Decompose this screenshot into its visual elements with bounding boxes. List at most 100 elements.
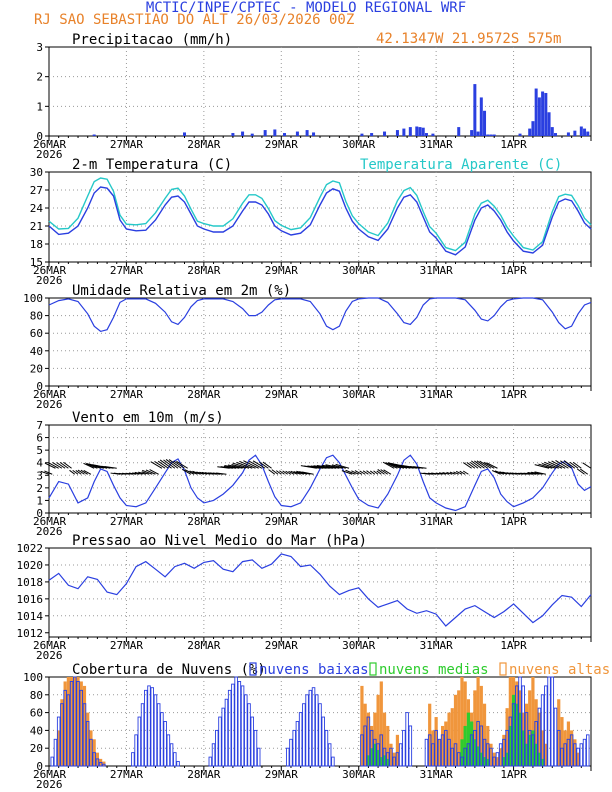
cloud-bar-low xyxy=(495,752,500,767)
x-tick-label: 26MAR xyxy=(33,264,66,277)
x-tick-label: 30MAR xyxy=(342,138,375,151)
x-tick-label: 31MAR xyxy=(420,768,453,781)
cloud-bar-high xyxy=(566,721,571,766)
wind-arrow xyxy=(290,470,298,475)
cloud-bar-low xyxy=(573,743,577,767)
pressure-line xyxy=(48,553,592,627)
x-tick-label: 30MAR xyxy=(342,768,375,781)
cloud-bar-low xyxy=(405,712,409,767)
cloud-bar-high xyxy=(508,677,512,766)
cloud-bar-low xyxy=(244,694,248,767)
cloud-bar-high xyxy=(440,725,445,766)
cloud-bar-low xyxy=(363,725,367,767)
wind-arrow xyxy=(446,471,453,475)
x-tick-label: 31MAR xyxy=(420,515,453,528)
y-tick-label: 100 xyxy=(23,292,43,305)
cloud-bar-low xyxy=(231,683,235,767)
cloud-bar-low xyxy=(395,752,400,767)
wind-arrow xyxy=(385,462,398,469)
precip-bar xyxy=(231,133,235,136)
cloud-bar-mid xyxy=(537,752,541,766)
cloud-bar-low xyxy=(140,703,145,767)
cloud-bar-high xyxy=(63,681,67,766)
precip-bar xyxy=(241,131,245,136)
year-label: 2026 xyxy=(36,398,63,411)
y-tick-label: 6 xyxy=(36,432,43,445)
wind-arrow xyxy=(173,460,185,469)
wind-arrow xyxy=(362,470,369,475)
wind-arrow xyxy=(366,470,372,475)
cloud-bar-low xyxy=(456,752,461,767)
wind-arrow xyxy=(232,462,250,469)
cloud-bar-low xyxy=(540,694,545,767)
cloud-bar-low xyxy=(53,738,58,767)
cloud-bar-low xyxy=(450,747,455,767)
precip-bar xyxy=(312,132,316,136)
wind-arrow xyxy=(227,464,243,469)
cloud-bar-high xyxy=(444,721,448,766)
wind-arrow xyxy=(313,465,333,469)
cloud-bar-high xyxy=(366,712,370,766)
cloud-bar-low xyxy=(163,721,167,767)
cloud-bar-low xyxy=(534,721,538,767)
wind-arrow xyxy=(413,466,427,469)
cloud-bar-low xyxy=(569,734,574,767)
page-title: MCTIC/INPE/CPTEC - MODELO REGIONAL WRF xyxy=(145,0,467,16)
cloud-bar-low xyxy=(56,716,61,767)
wind-arrow xyxy=(527,472,540,475)
cloud-bar-low xyxy=(234,676,238,767)
wind-arrow xyxy=(80,469,88,475)
cloud-bar-high xyxy=(563,730,567,766)
cloud-bar-low xyxy=(466,743,471,767)
cloud-bar-high xyxy=(541,730,545,766)
wind-arrow xyxy=(555,460,569,469)
panel-title: Precipitacao (mm/h) xyxy=(72,32,232,48)
precip-bar xyxy=(250,133,254,136)
cloud-bar-low xyxy=(518,676,522,767)
wind-arrow xyxy=(302,471,314,475)
cloud-bar-high xyxy=(560,717,564,766)
wind-arrow xyxy=(276,470,282,475)
wind-arrow xyxy=(345,469,356,475)
x-tick-label: 30MAR xyxy=(342,264,375,277)
wind-arrow xyxy=(224,465,240,469)
wind-arrow xyxy=(145,469,156,475)
cloud-bar-high xyxy=(453,694,458,766)
x-tick-label: 28MAR xyxy=(187,138,220,151)
cloud-bar-low xyxy=(331,756,335,767)
precip-bar xyxy=(479,97,483,136)
x-tick-label: 28MAR xyxy=(187,388,220,401)
wind-arrow xyxy=(279,470,285,475)
plot-frame xyxy=(48,171,592,263)
y-tick-label: 80 xyxy=(30,310,43,323)
wind-arrow xyxy=(44,462,56,469)
cloud-bar-high xyxy=(379,681,383,766)
precip-bar xyxy=(473,84,477,136)
x-tick-label: 29MAR xyxy=(265,639,298,652)
x-tick-label: 30MAR xyxy=(342,388,375,401)
cloud-bar-low xyxy=(563,743,567,767)
cloud-bar-low xyxy=(311,687,316,767)
precip-bar xyxy=(537,97,541,136)
cloud-bar-high xyxy=(473,690,477,766)
wind-arrow xyxy=(580,468,589,475)
cloud-bar-low xyxy=(408,725,413,767)
panel-title: Umidade Relativa em 2m (%) xyxy=(72,283,291,299)
y-tick-label: 1 xyxy=(36,494,43,507)
cloud-bar-low xyxy=(460,756,464,767)
wind-arrow xyxy=(168,459,182,469)
station-label: RJ SAO SEBASTIAO DO ALT 26/03/2026 00Z xyxy=(34,12,355,28)
cloud-bar-high xyxy=(69,677,74,766)
cloud-bar-low xyxy=(240,685,245,767)
y-tick-label: 40 xyxy=(30,724,43,737)
wind-arrow xyxy=(438,472,446,475)
cloud-bar-high xyxy=(486,725,490,766)
precip-bar xyxy=(534,88,538,136)
wind-arrow xyxy=(271,469,279,475)
cloud-bar-low xyxy=(160,712,164,767)
wind-arrow xyxy=(563,460,576,469)
cloud-bar-low xyxy=(131,752,135,767)
wind-arrow xyxy=(499,471,508,475)
cloud-bar-high xyxy=(482,703,487,766)
cloud-bar-low xyxy=(73,676,77,767)
